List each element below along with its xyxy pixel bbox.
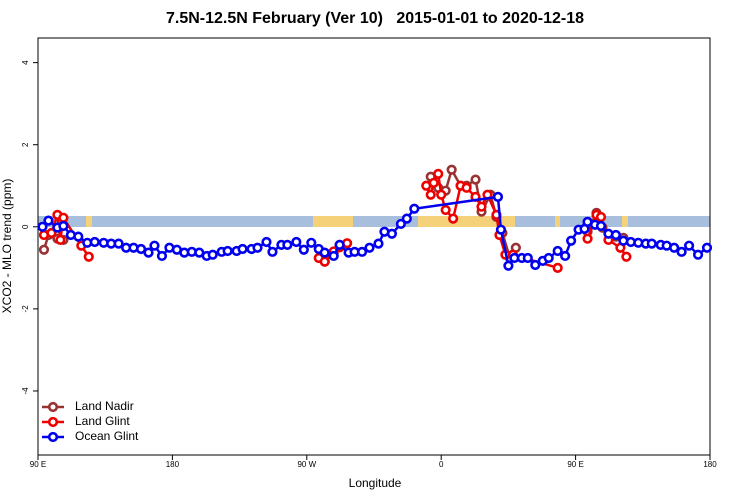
data-point	[386, 228, 398, 239]
data-point	[319, 256, 330, 267]
data-point	[610, 229, 622, 241]
data-point	[73, 231, 84, 242]
land-band	[555, 216, 560, 227]
ocean-band	[38, 216, 710, 227]
y-tick-label: 2	[21, 142, 30, 147]
data-point	[446, 164, 457, 175]
legend-label: Ocean Glint	[75, 429, 139, 443]
data-point	[646, 238, 657, 249]
data-point	[503, 260, 514, 271]
land-band	[418, 216, 515, 227]
data-point	[522, 252, 533, 264]
data-point	[37, 221, 48, 232]
data-point	[267, 246, 278, 257]
x-tick-label: 180	[703, 460, 717, 469]
data-point	[621, 251, 632, 262]
data-point	[461, 182, 472, 193]
data-point	[149, 240, 160, 251]
data-point	[237, 243, 248, 255]
data-point	[428, 177, 439, 188]
data-point	[334, 239, 345, 250]
data-point	[552, 262, 563, 273]
data-point	[89, 236, 100, 248]
data-point	[43, 215, 54, 226]
legend-marker	[47, 431, 59, 443]
surface-band	[38, 216, 710, 227]
data-point	[560, 250, 571, 262]
data-point	[692, 249, 704, 260]
data-point	[319, 247, 330, 258]
data-point	[252, 242, 263, 253]
data-point	[701, 242, 713, 253]
data-point	[46, 227, 57, 239]
data-point	[143, 247, 154, 258]
legend-marker	[47, 416, 59, 428]
data-point	[58, 212, 69, 223]
data-point	[113, 238, 124, 249]
y-tick-label: -2	[21, 305, 30, 313]
legend-label: Land Nadir	[75, 399, 134, 413]
data-point	[676, 246, 687, 257]
data-point	[135, 243, 147, 255]
data-point	[425, 189, 436, 200]
data-point	[373, 238, 384, 249]
series	[37, 191, 713, 271]
x-tick-label: 90 W	[297, 460, 316, 469]
legend-label: Land Glint	[75, 414, 130, 428]
data-point	[55, 234, 66, 246]
data-point	[543, 252, 554, 264]
y-tick-label: -4	[21, 387, 30, 395]
land-band	[313, 216, 353, 227]
data-point	[448, 213, 459, 224]
data-point	[566, 235, 577, 246]
data-point	[222, 245, 233, 257]
data-point	[395, 218, 406, 230]
chart-title: 7.5N-12.5N February (Ver 10) 2015-01-01 …	[166, 10, 584, 27]
data-point	[476, 201, 487, 212]
land-band	[86, 216, 92, 227]
x-tick-label: 90 E	[30, 460, 46, 469]
land-band	[622, 216, 628, 227]
data-point	[492, 191, 504, 202]
x-tick-label: 180	[166, 460, 180, 469]
data-point	[364, 242, 375, 253]
data-point	[595, 211, 607, 223]
x-axis-label: Longitude	[349, 476, 402, 490]
data-point	[306, 237, 317, 248]
data-point	[436, 189, 447, 200]
x-tick-label: 90 E	[567, 460, 583, 469]
data-point	[440, 204, 451, 216]
y-tick-label: 0	[21, 224, 30, 229]
data-point	[495, 224, 507, 235]
data-point	[530, 259, 541, 271]
y-axis-label: XCO2 - MLO trend (ppm)	[0, 179, 14, 314]
data-point	[38, 244, 50, 255]
data-point	[282, 239, 293, 250]
data-point	[470, 174, 481, 185]
data-point	[433, 168, 444, 179]
data-point	[683, 240, 695, 251]
data-point	[595, 220, 607, 232]
data-point	[669, 242, 680, 253]
data-point	[328, 250, 339, 262]
legend-marker	[47, 401, 59, 413]
x-tick-label: 0	[439, 460, 444, 469]
data-point	[291, 236, 302, 248]
data-point	[83, 251, 94, 262]
data-point	[207, 249, 218, 260]
data-point	[409, 203, 420, 214]
data-point	[58, 220, 69, 232]
data-point	[401, 213, 412, 224]
y-tick-label: 4	[21, 60, 30, 65]
data-point	[356, 246, 368, 257]
data-point	[298, 244, 309, 255]
data-point	[261, 236, 272, 248]
data-point	[156, 250, 168, 262]
data-point	[552, 245, 563, 257]
data-point	[582, 233, 593, 244]
